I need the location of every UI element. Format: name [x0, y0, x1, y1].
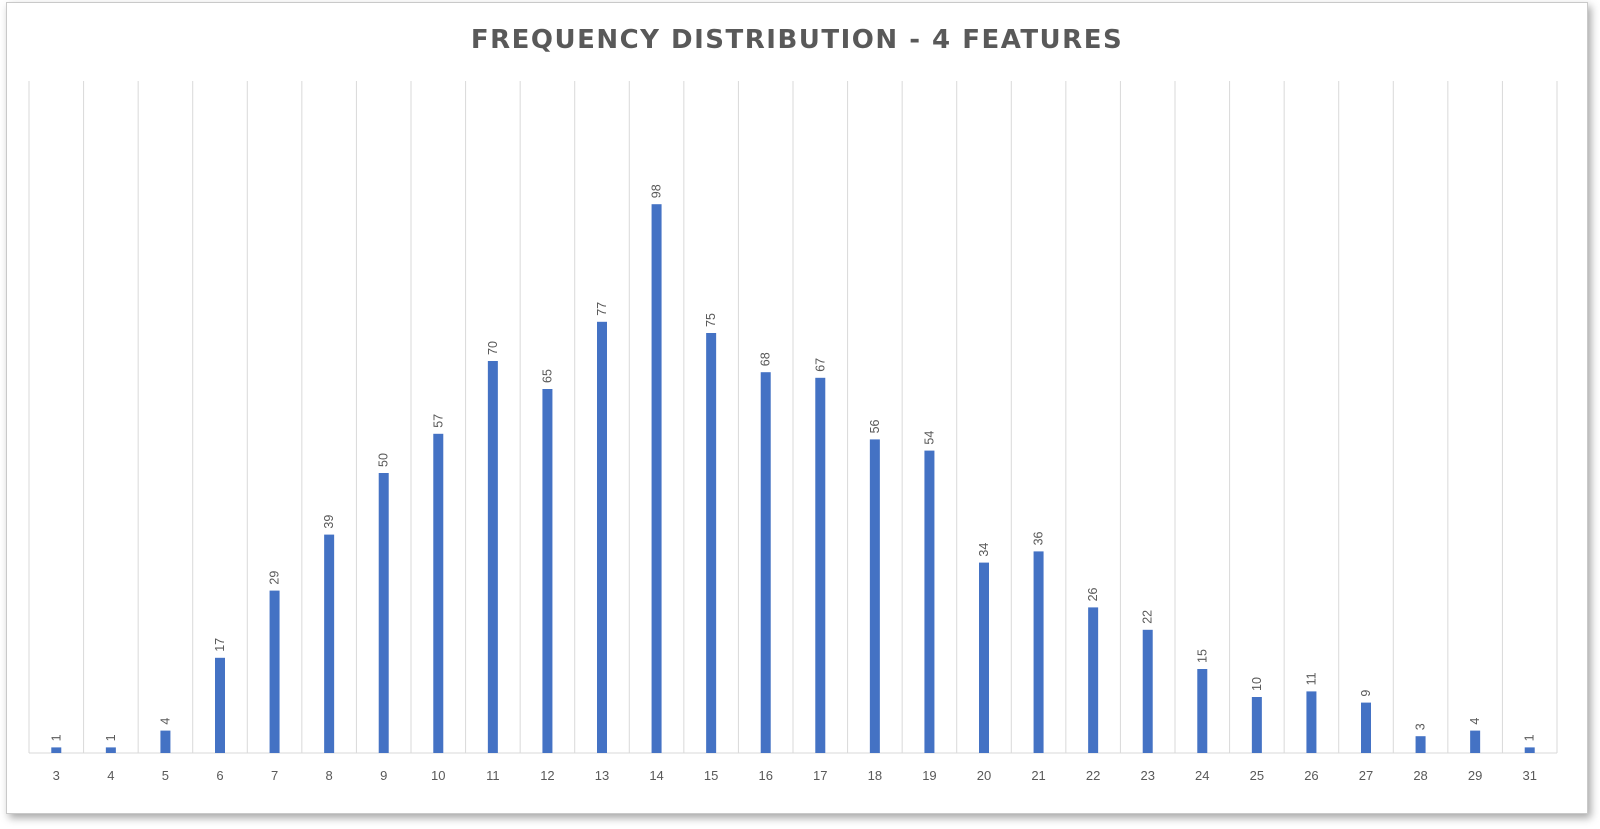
x-tick-18: 18 [868, 768, 882, 783]
data-label-28: 3 [1414, 723, 1428, 730]
chart-plot: 1314451762973985095710701165127713981475… [28, 81, 1558, 783]
x-tick-13: 13 [595, 768, 609, 783]
x-tick-19: 19 [922, 768, 936, 783]
x-tick-20: 20 [977, 768, 991, 783]
bar-5 [160, 730, 171, 753]
x-tick-14: 14 [649, 768, 663, 783]
data-label-7: 29 [268, 571, 282, 585]
data-label-21: 36 [1032, 531, 1046, 545]
bar-16 [760, 372, 771, 753]
x-tick-3: 3 [53, 768, 60, 783]
x-tick-11: 11 [486, 768, 500, 783]
bar-8 [324, 534, 335, 753]
data-label-25: 10 [1250, 677, 1264, 691]
data-label-27: 9 [1359, 690, 1373, 697]
data-label-8: 39 [322, 515, 336, 529]
x-tick-27: 27 [1359, 768, 1373, 783]
bar-24 [1197, 669, 1208, 753]
x-tick-25: 25 [1250, 768, 1264, 783]
data-label-18: 56 [868, 419, 882, 433]
bar-31 [1524, 747, 1535, 753]
bar-17 [815, 377, 826, 753]
data-label-31: 1 [1523, 734, 1537, 741]
data-label-23: 22 [1141, 610, 1155, 624]
data-label-12: 65 [540, 369, 554, 383]
x-tick-22: 22 [1086, 768, 1100, 783]
bar-3 [51, 747, 62, 753]
data-label-5: 4 [158, 718, 172, 725]
bar-12 [542, 389, 553, 753]
x-tick-31: 31 [1522, 768, 1536, 783]
x-tick-29: 29 [1468, 768, 1482, 783]
bar-11 [487, 361, 498, 753]
x-tick-24: 24 [1195, 768, 1209, 783]
data-label-9: 50 [377, 453, 391, 467]
bar-9 [378, 473, 389, 753]
bar-22 [1088, 607, 1099, 753]
data-label-20: 34 [977, 543, 991, 557]
x-tick-21: 21 [1031, 768, 1045, 783]
x-tick-6: 6 [216, 768, 223, 783]
bar-4 [105, 747, 116, 753]
bar-6 [215, 657, 225, 753]
data-label-3: 1 [49, 734, 63, 741]
bar-19 [924, 450, 935, 753]
data-label-4: 1 [104, 734, 118, 741]
bar-28 [1415, 736, 1426, 753]
x-tick-17: 17 [813, 768, 827, 783]
data-label-10: 57 [431, 414, 445, 428]
bar-15 [706, 333, 717, 753]
data-label-26: 11 [1304, 672, 1318, 685]
bar-18 [869, 439, 880, 753]
data-label-13: 77 [595, 302, 609, 316]
x-tick-5: 5 [162, 768, 169, 783]
data-label-29: 4 [1468, 718, 1482, 725]
data-label-14: 98 [650, 184, 664, 198]
x-tick-8: 8 [326, 768, 333, 783]
x-tick-26: 26 [1304, 768, 1318, 783]
x-tick-15: 15 [704, 768, 718, 783]
x-tick-23: 23 [1140, 768, 1154, 783]
bar-25 [1251, 697, 1262, 753]
bar-14 [651, 204, 662, 753]
data-label-24: 15 [1195, 649, 1209, 663]
bar-27 [1361, 702, 1371, 753]
bar-29 [1470, 730, 1481, 753]
bar-20 [979, 562, 989, 753]
x-tick-16: 16 [758, 768, 772, 783]
bar-13 [597, 321, 607, 753]
x-tick-4: 4 [107, 768, 114, 783]
data-label-15: 75 [704, 313, 718, 327]
bar-7 [269, 590, 280, 753]
x-tick-9: 9 [380, 768, 387, 783]
bar-23 [1142, 629, 1153, 753]
data-label-11: 70 [486, 341, 500, 355]
x-tick-12: 12 [540, 768, 554, 783]
data-label-16: 68 [759, 352, 773, 366]
chart-title: FREQUENCY DISTRIBUTION - 4 FEATURES [470, 25, 1124, 55]
x-tick-7: 7 [271, 768, 278, 783]
data-label-22: 26 [1086, 587, 1100, 601]
bar-26 [1306, 691, 1317, 753]
bar-10 [433, 433, 444, 753]
x-tick-28: 28 [1413, 768, 1427, 783]
data-label-6: 17 [213, 638, 227, 652]
bar-21 [1033, 551, 1044, 753]
x-tick-10: 10 [431, 768, 445, 783]
data-label-17: 67 [813, 358, 827, 372]
data-label-19: 54 [922, 431, 936, 445]
